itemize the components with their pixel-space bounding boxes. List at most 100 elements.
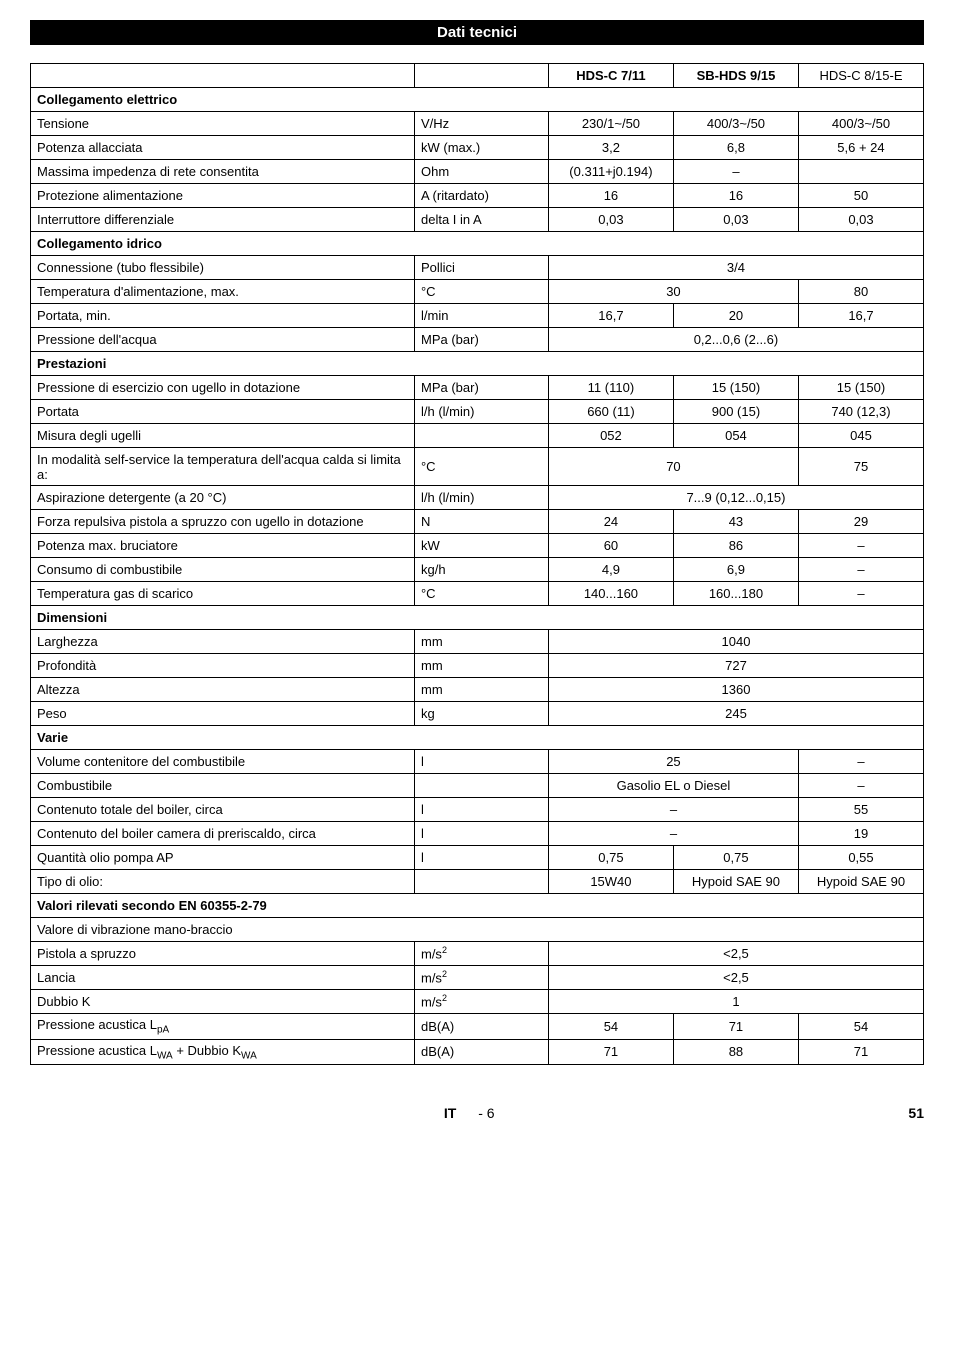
section-heading-row: Varie xyxy=(31,726,924,750)
cell: 54 xyxy=(798,1014,923,1040)
table-row: Consumo di combustibilekg/h4,96,9– xyxy=(31,558,924,582)
cell: 3/4 xyxy=(548,256,923,280)
cell: 0,55 xyxy=(798,846,923,870)
cell: 230/1~/50 xyxy=(548,112,673,136)
cell: 15 (150) xyxy=(673,376,798,400)
table-row: Pressione acustica LWA + Dubbio KWAdB(A)… xyxy=(31,1039,924,1065)
cell: 6,9 xyxy=(673,558,798,582)
row-unit: °C xyxy=(414,448,548,486)
cell: (0.311+j0.194) xyxy=(548,160,673,184)
row-label: Potenza max. bruciatore xyxy=(31,534,415,558)
table-row: Forza repulsiva pistola a spruzzo con ug… xyxy=(31,510,924,534)
row-unit: °C xyxy=(414,280,548,304)
row-label: Peso xyxy=(31,702,415,726)
cell: – xyxy=(798,534,923,558)
section-heading-row: Collegamento elettrico xyxy=(31,88,924,112)
row-label: Tipo di olio: xyxy=(31,870,415,894)
table-row: Portata, min.l/min16,72016,7 xyxy=(31,304,924,328)
table-row: Contenuto del boiler camera di preriscal… xyxy=(31,822,924,846)
row-unit: l/min xyxy=(414,304,548,328)
row-label: Massima impedenza di rete consentita xyxy=(31,160,415,184)
cell: <2,5 xyxy=(548,942,923,966)
cell: 6,8 xyxy=(673,136,798,160)
cell: 045 xyxy=(798,424,923,448)
cell: 71 xyxy=(798,1039,923,1065)
cell: – xyxy=(798,582,923,606)
row-label: Lancia xyxy=(31,966,415,990)
row-unit: Pollici xyxy=(414,256,548,280)
cell: 71 xyxy=(548,1039,673,1065)
table-row: Misura degli ugelli052054045 xyxy=(31,424,924,448)
section-heading: Varie xyxy=(31,726,924,750)
section-heading: Collegamento idrico xyxy=(31,232,924,256)
row-label: Volume contenitore del combustibile xyxy=(31,750,415,774)
table-row: Potenza allacciatakW (max.)3,26,85,6 + 2… xyxy=(31,136,924,160)
table-row: Pesokg245 xyxy=(31,702,924,726)
row-unit: l xyxy=(414,798,548,822)
cell: – xyxy=(548,822,798,846)
row-label: Altezza xyxy=(31,678,415,702)
cell: 50 xyxy=(798,184,923,208)
row-label: Contenuto del boiler camera di preriscal… xyxy=(31,822,415,846)
cell: 20 xyxy=(673,304,798,328)
cell: 60 xyxy=(548,534,673,558)
cell: 11 (110) xyxy=(548,376,673,400)
row-label: Pressione di esercizio con ugello in dot… xyxy=(31,376,415,400)
cell: 054 xyxy=(673,424,798,448)
row-unit: kg/h xyxy=(414,558,548,582)
row-unit: N xyxy=(414,510,548,534)
table-row: Larghezzamm1040 xyxy=(31,630,924,654)
cell: 88 xyxy=(673,1039,798,1065)
row-label: Profondità xyxy=(31,654,415,678)
row-label: Quantità olio pompa AP xyxy=(31,846,415,870)
row-unit: V/Hz xyxy=(414,112,548,136)
row-label: Temperatura d'alimentazione, max. xyxy=(31,280,415,304)
cell: 5,6 + 24 xyxy=(798,136,923,160)
section-heading-row: Collegamento idrico xyxy=(31,232,924,256)
row-label: Portata xyxy=(31,400,415,424)
section-heading: Prestazioni xyxy=(31,352,924,376)
cell: 0,03 xyxy=(673,208,798,232)
cell xyxy=(798,160,923,184)
row-label: Potenza allacciata xyxy=(31,136,415,160)
row-label: Forza repulsiva pistola a spruzzo con ug… xyxy=(31,510,415,534)
row-unit: mm xyxy=(414,654,548,678)
row-unit: m/s2 xyxy=(414,990,548,1014)
table-row: Contenuto totale del boiler, circal–55 xyxy=(31,798,924,822)
cell: 30 xyxy=(548,280,798,304)
row-label: Interruttore differenziale xyxy=(31,208,415,232)
footer-center: IT - 6 xyxy=(444,1105,495,1121)
cell: 4,9 xyxy=(548,558,673,582)
cell: 55 xyxy=(798,798,923,822)
cell: 70 xyxy=(548,448,798,486)
footer-page-number: 51 xyxy=(908,1105,924,1121)
table-row: Profonditàmm727 xyxy=(31,654,924,678)
cell: 15 (150) xyxy=(798,376,923,400)
row-label: Pistola a spruzzo xyxy=(31,942,415,966)
row-unit: kW (max.) xyxy=(414,136,548,160)
page-footer: IT - 6 51 xyxy=(30,1105,924,1121)
header-empty xyxy=(31,64,415,88)
row-unit: dB(A) xyxy=(414,1039,548,1065)
cell: 400/3~/50 xyxy=(673,112,798,136)
table-row: Temperatura gas di scarico°C140...160160… xyxy=(31,582,924,606)
cell: 16,7 xyxy=(548,304,673,328)
row-unit: MPa (bar) xyxy=(414,328,548,352)
cell: 245 xyxy=(548,702,923,726)
table-row: Massima impedenza di rete consentitaOhm(… xyxy=(31,160,924,184)
cell: <2,5 xyxy=(548,966,923,990)
row-label: Combustibile xyxy=(31,774,415,798)
cell: Gasolio EL o Diesel xyxy=(548,774,798,798)
row-label: Larghezza xyxy=(31,630,415,654)
cell: 660 (11) xyxy=(548,400,673,424)
cell: 71 xyxy=(673,1014,798,1040)
cell: 0,03 xyxy=(548,208,673,232)
table-row: Temperatura d'alimentazione, max.°C3080 xyxy=(31,280,924,304)
col-header: SB-HDS 9/15 xyxy=(673,64,798,88)
row-label: Connessione (tubo flessibile) xyxy=(31,256,415,280)
row-unit: kW xyxy=(414,534,548,558)
cell: 25 xyxy=(548,750,798,774)
row-unit xyxy=(414,774,548,798)
table-row: Tipo di olio:15W40Hypoid SAE 90Hypoid SA… xyxy=(31,870,924,894)
cell: 727 xyxy=(548,654,923,678)
